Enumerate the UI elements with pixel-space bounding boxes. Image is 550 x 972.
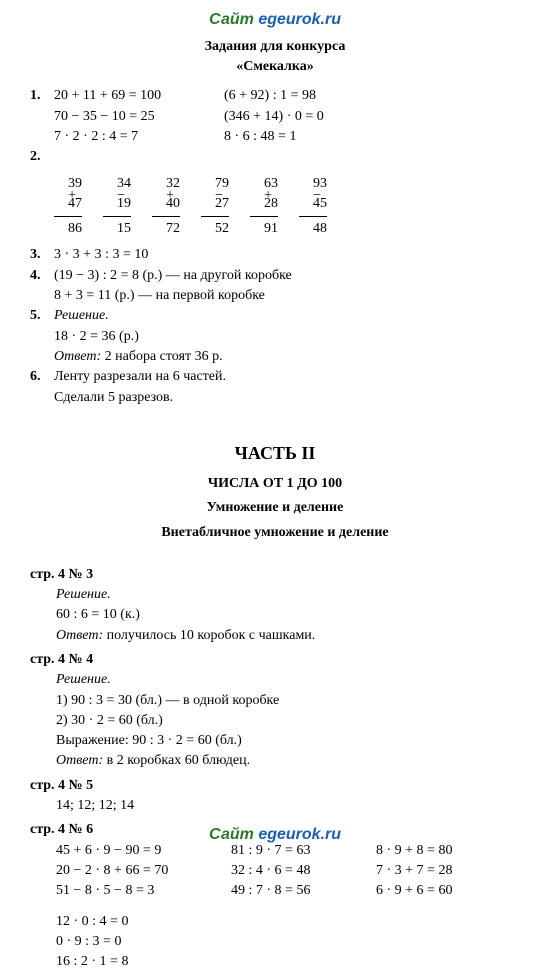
task-num: 5. — [30, 306, 54, 367]
task-1: 1. 20 + 11 + 69 = 100 70 − 35 − 10 = 25 … — [30, 86, 520, 147]
vertical-calc: + 39 47 86 — [54, 174, 82, 240]
title-line2: «Смекалка» — [30, 57, 520, 77]
page-ref: стр. 4 № 4 — [30, 650, 520, 670]
p4n4-body: Решение. 1) 90 : 3 = 30 (бл.) — в одной … — [56, 670, 520, 771]
task-num: 3. — [30, 245, 54, 265]
page-ref: стр. 4 № 3 — [30, 565, 520, 585]
site-word1: Сайт — [209, 11, 254, 28]
vertical-calc: + 32 40 72 — [152, 174, 180, 240]
task1-col2: (6 + 92) : 1 = 98 (346 + 14) · 0 = 0 8 ·… — [224, 86, 520, 147]
vertical-calc: + 63 28 91 — [250, 174, 278, 240]
part-sub2: Умножение и деление — [30, 498, 520, 518]
task-2-columns: + 39 47 86 − 34 19 15 + 32 40 72 − 79 27… — [54, 174, 520, 240]
part-sub1: ЧИСЛА ОТ 1 ДО 100 — [30, 474, 520, 494]
title-line1: Задания для конкурса — [30, 37, 520, 57]
task-num: 4. — [30, 266, 54, 307]
part-sub3: Внетабличное умножение и деление — [30, 523, 520, 543]
p4n6-bottom: 12 · 0 : 4 = 0 0 · 9 : 3 = 0 16 : 2 · 1 … — [56, 912, 520, 972]
vertical-calc: − 93 45 48 — [299, 174, 327, 240]
task-num: 6. — [30, 367, 54, 408]
site-word2: egeurok.ru — [258, 826, 341, 843]
p4n5-body: 14; 12; 12; 14 — [56, 796, 520, 816]
site-word2: egeurok.ru — [258, 11, 341, 28]
task-6: 6. Ленту разрезали на 6 частей. Сделали … — [30, 367, 520, 408]
vertical-calc: − 34 19 15 — [103, 174, 131, 240]
site-footer: Сайт egeurok.ru — [0, 823, 550, 846]
site-word1: Сайт — [209, 826, 254, 843]
task-num: 2. — [30, 147, 54, 167]
page-title: Задания для конкурса «Смекалка» — [30, 37, 520, 76]
task-num: 1. — [30, 86, 54, 147]
task-3: 3. 3 · 3 + 3 : 3 = 10 — [30, 245, 520, 265]
task-2: 2. — [30, 147, 520, 167]
p4n3-body: Решение. 60 : 6 = 10 (к.) Ответ: получил… — [56, 585, 520, 646]
site-header: Сайт egeurok.ru — [30, 8, 520, 31]
task-4: 4. (19 − 3) : 2 = 8 (р.) — на другой кор… — [30, 266, 520, 307]
part-title: ЧАСТЬ II — [30, 440, 520, 466]
task-5: 5. Решение. 18 · 2 = 36 (р.) Ответ: 2 на… — [30, 306, 520, 367]
vertical-calc: − 79 27 52 — [201, 174, 229, 240]
task1-col1: 20 + 11 + 69 = 100 70 − 35 − 10 = 25 7 ·… — [54, 86, 224, 147]
page-ref: стр. 4 № 5 — [30, 776, 520, 796]
p4n6-grid: 45 + 6 · 9 − 90 = 9 20 − 2 · 8 + 66 = 70… — [56, 841, 520, 902]
